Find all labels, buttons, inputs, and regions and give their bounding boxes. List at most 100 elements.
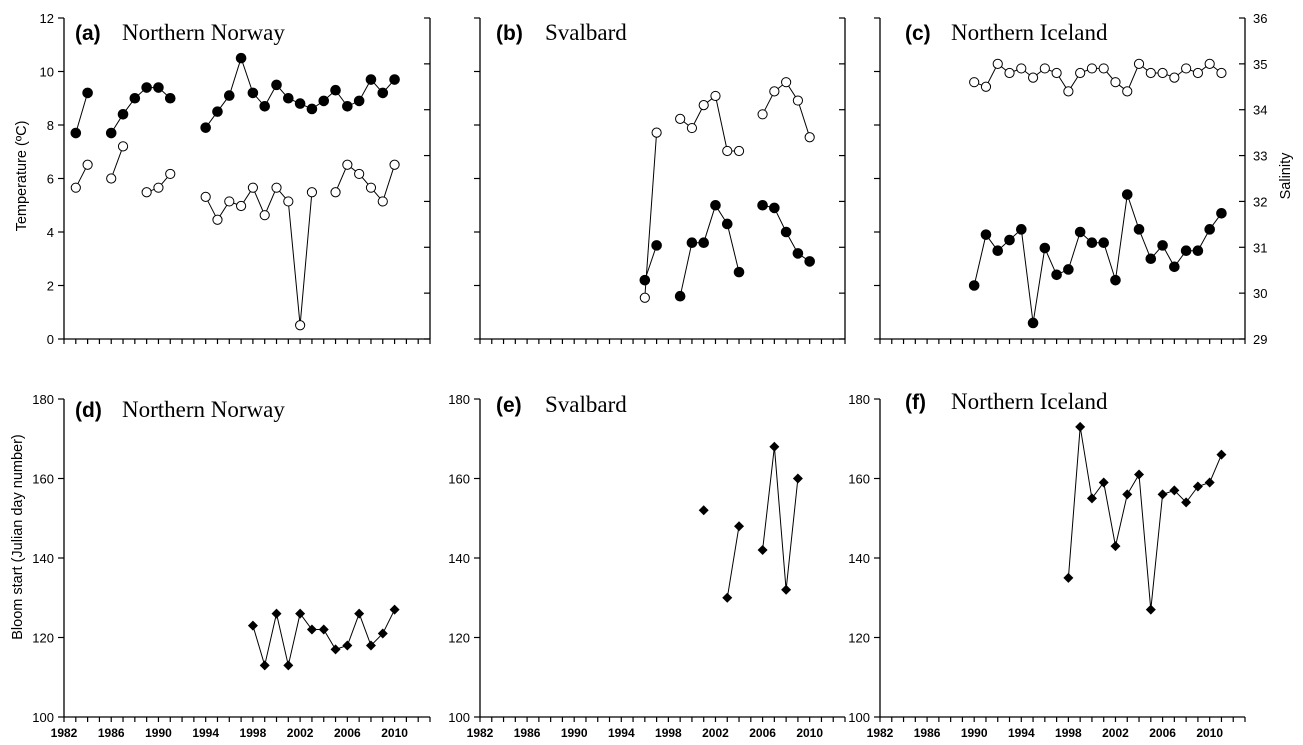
panel-a-y-tick-label: 2 [47, 279, 54, 294]
panel-e-x-tick-label: 1998 [655, 726, 682, 740]
panel-c-y2-tick-label: 31 [1253, 240, 1267, 255]
panel-c-temperature-point [1121, 189, 1133, 200]
panel-c-salinity-point [1133, 58, 1145, 69]
panel-a-y-tick-label: 8 [47, 118, 54, 133]
panel-a-temperature-point [330, 84, 341, 96]
panel-a-salinity-point [82, 159, 93, 170]
panel-a-salinity-point [295, 320, 306, 331]
panel-b-temperature-point [710, 199, 721, 211]
panel-a-salinity-line [205, 186, 313, 326]
panel-e-y-tick-label: 140 [448, 551, 470, 566]
panel-b-temperature-point [721, 218, 733, 230]
panel-a-temperature-point [235, 52, 247, 64]
panel-a-salinity-point [283, 196, 294, 207]
temperature-axis-label: Temperature (ºC) [14, 121, 30, 232]
panel-c-salinity-point [1192, 67, 1204, 79]
panel-a-temperature-point [318, 95, 330, 107]
panel-d-bloom-start-point [306, 624, 317, 635]
panel-c-temperature-point [1074, 226, 1086, 238]
panel-a-temperature-point [283, 92, 294, 104]
panel-e-x-tick-label: 1990 [561, 726, 588, 740]
panel-d-x-tick-label: 1986 [98, 726, 125, 740]
panel-a-salinity-point [330, 187, 341, 198]
panel-e-y-tick-label: 160 [448, 472, 470, 487]
panel-b-temperature-point [792, 248, 804, 259]
panel-c-temperature-point [1169, 261, 1180, 273]
panel-b-temperature-point [769, 202, 780, 214]
panel-a-temperature-point [212, 106, 223, 117]
panel-c-temperature-point [1015, 224, 1027, 235]
panel-e-bloom-start-point [734, 521, 745, 532]
panel-a-temperature-point [247, 87, 259, 99]
panel-f-bloom-start-point [1204, 477, 1215, 488]
panel-b-salinity-point [710, 90, 721, 102]
panel-a-label: (a) [75, 22, 101, 45]
panel-a-temperature-point [259, 100, 271, 112]
panel-c-salinity-point [1181, 63, 1192, 74]
panel-e-x-tick-label: 2010 [796, 726, 823, 740]
panel-b-salinity-line [679, 95, 739, 152]
panel-c-temperature-point [1051, 269, 1062, 281]
panel-d-x-tick-label: 2002 [287, 726, 314, 740]
panel-c-salinity-point [1016, 63, 1027, 74]
panel-a-temperature-point [271, 79, 282, 91]
panel-d-bloom-start-point [354, 608, 365, 619]
panel-e-x-tick-label: 2002 [702, 726, 729, 740]
panel-f-x-tick-label: 2010 [1196, 726, 1223, 740]
panel-c-temperature-point [1216, 207, 1227, 219]
panel-c-salinity-point [1098, 63, 1109, 74]
panel-a-salinity-point [342, 159, 353, 170]
panel-a-salinity-point [117, 141, 129, 152]
panel-f-x-tick-label: 2006 [1149, 726, 1176, 740]
panel-a-temperature-point [129, 92, 141, 104]
panel-c-temperature-point [1027, 317, 1039, 329]
panel-a-salinity-point [200, 191, 211, 202]
panel-e-label: (e) [496, 394, 522, 417]
panel-d-bloom-start-point [259, 660, 270, 671]
panel-d-bloom-start-point [247, 620, 258, 631]
panel-a-temperature-point [365, 74, 377, 85]
panel-e-bloom-start-line [726, 526, 740, 598]
panel-c-temperature-point [968, 280, 980, 291]
panel-b-salinity-point [804, 132, 815, 143]
panel-a-temperature-point [164, 92, 176, 104]
panel-a-temperature-point [105, 127, 117, 139]
panel-d-bloom-start-point [283, 660, 294, 671]
panel-e-title: Svalbard [545, 392, 627, 417]
panel-e-bloom-start-point [781, 584, 792, 595]
panel-b-temperature-point [780, 226, 792, 238]
panel-d-y-tick-label: 100 [32, 710, 54, 725]
panel-e-x-tick-label: 1986 [514, 726, 541, 740]
panel-a-temperature-point [342, 100, 353, 112]
panel-f-y-tick-label: 120 [848, 631, 870, 646]
panel-e-y-tick-label: 180 [448, 392, 470, 407]
panel-b-salinity-point [639, 292, 650, 303]
panel-a-temperature-point [141, 82, 152, 93]
chart-marks: 0 2 4 6 8 10 12 29 30 31 32 33 34 35 36 1982 1986 1990 199… [32, 11, 1267, 740]
panel-f-bloom-start-point [1134, 469, 1145, 480]
panel-c-temperature-point [1063, 264, 1074, 275]
panel-b-salinity-point [675, 113, 686, 124]
panel-d-bloom-start-point [318, 624, 329, 635]
panel-a-salinity-point [365, 182, 377, 193]
panel-d-y-tick-label: 120 [32, 631, 54, 646]
panel-e-x-tick-label: 1982 [467, 726, 494, 740]
panel-b-temperature-point [804, 256, 815, 267]
panel-a-temperature-point [377, 87, 389, 99]
panel-d-y-tick-label: 180 [32, 392, 54, 407]
panel-a-salinity-point [259, 210, 270, 221]
panel-c-temperature-point [1180, 245, 1192, 257]
panel-f-bloom-start-point [1181, 497, 1192, 508]
panel-d-x-tick-label: 2006 [334, 726, 361, 740]
panel-a-temperature-point [353, 95, 365, 107]
panel-e-y-tick-label: 100 [448, 710, 470, 725]
panel-d-bloom-start-point [271, 608, 282, 619]
panel-c-temperature-point [1004, 234, 1015, 246]
panel-f-bloom-start-line [1067, 426, 1222, 610]
panel-c-salinity-point [1027, 72, 1039, 83]
panel-d-title: Northern Norway [122, 397, 285, 422]
panel-c-salinity-point [1086, 63, 1098, 74]
panel-e-bloom-start-line [762, 446, 799, 590]
panel-e-bloom-start-point [792, 473, 803, 484]
panel-a-temperature-point [306, 103, 318, 115]
